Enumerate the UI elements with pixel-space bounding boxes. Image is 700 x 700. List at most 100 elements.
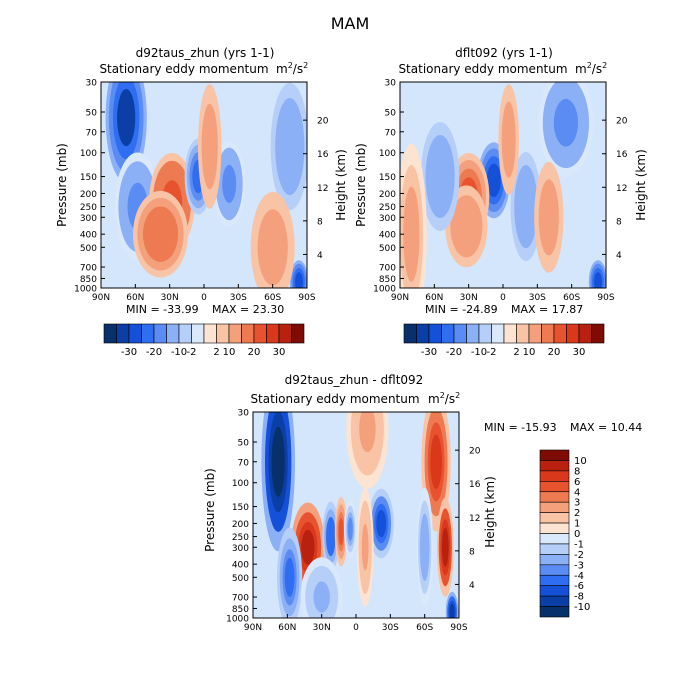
colorbar-swatch: [141, 323, 155, 344]
colorbar-swatch: [503, 323, 517, 344]
contour-blob: [279, 113, 300, 180]
colorbar-swatch: [539, 512, 570, 524]
contour-blob: [361, 523, 369, 571]
y-tick-label: 300: [80, 214, 97, 224]
units-sup2: 2: [303, 61, 308, 70]
colorbar-swatch: [539, 460, 570, 472]
colorbar-swatch: [539, 543, 570, 555]
colorbar-swatch: [278, 323, 292, 344]
contour-blob: [338, 518, 344, 546]
colorbar-swatch: [441, 323, 455, 344]
x-tick-label: 0: [353, 623, 359, 633]
y-tick-label: 250: [379, 203, 396, 213]
y2-tick-label: 12: [317, 184, 328, 194]
contour-blob: [327, 523, 335, 551]
colorbar-swatch: [539, 481, 570, 493]
colorbar-label: 3: [574, 498, 580, 509]
y-tick-label: 700: [379, 264, 396, 274]
x-tick-label: 90N: [391, 293, 409, 303]
x-tick-label: 0: [201, 293, 207, 303]
y2-tick-label: 20: [469, 447, 481, 457]
x-tick-label: 30S: [230, 293, 247, 303]
y-tick-label: 850: [379, 275, 396, 285]
colorbar-swatch: [216, 323, 230, 344]
colorbar-label: 0: [574, 529, 580, 540]
contour-blob: [455, 204, 478, 248]
contour-blob: [553, 98, 578, 147]
contour-field: [400, 82, 606, 288]
contour-blob: [486, 163, 501, 197]
colorbar-label: 30: [573, 347, 586, 358]
contour-blob: [313, 581, 330, 613]
y-tick-label: 250: [80, 203, 97, 213]
contour-blob: [442, 527, 449, 567]
colorbar-label: -4: [574, 571, 584, 582]
panel-title: d92taus_zhun (yrs 1-1): [136, 46, 275, 60]
panel-title: d92taus_zhun - dflt092: [285, 373, 424, 387]
y2-axis: 20 16 12 8 4: [303, 117, 329, 261]
colorbar-label: 20: [248, 347, 261, 358]
colorbar-label: 2: [574, 508, 580, 519]
colorbar-label: -10: [471, 347, 487, 358]
y-tick-label: 1000: [373, 285, 396, 295]
x-tick-label: 30N: [161, 293, 179, 303]
units-sup2: 2: [455, 391, 460, 400]
y-tick-label: 500: [80, 244, 97, 254]
colorbar-label: -3: [574, 560, 584, 571]
panel-subtitle: Stationary eddy momentum: [99, 62, 268, 76]
y-tick-label: 50: [238, 439, 250, 449]
contour-blob: [295, 272, 303, 288]
y2-tick-label: 4: [616, 251, 622, 261]
colorbar-label: 2: [213, 347, 219, 358]
colorbar-label: 20: [548, 347, 561, 358]
y-tick-label: 30: [238, 409, 250, 419]
colorbar-swatch: [253, 323, 267, 344]
y-tick-label: 400: [379, 231, 396, 241]
contour-blob: [257, 209, 288, 286]
units-sep: /s: [592, 62, 602, 76]
contour-blob: [421, 523, 428, 571]
y2-tick-label: 16: [616, 150, 628, 160]
x-tick-label: 90N: [92, 293, 110, 303]
colorbar-swatch: [516, 323, 530, 344]
contour-blob: [301, 529, 315, 565]
y-axis-label: Pressure (mb): [203, 468, 217, 552]
y2-tick-label: 8: [616, 217, 622, 227]
colorbar-label: -8: [574, 592, 584, 603]
colorbar-swatch: [539, 606, 570, 618]
y-tick-label: 150: [80, 173, 97, 183]
colorbar-swatch: [178, 323, 192, 344]
colorbar-swatch: [539, 501, 570, 513]
contour-blob: [449, 604, 455, 618]
colorbar-swatch: [491, 323, 505, 344]
colorbar-label: -20: [146, 347, 162, 358]
contour-blob: [359, 412, 376, 453]
colorbar-label: -6: [574, 581, 584, 592]
x-tick-label: 90S: [597, 293, 614, 303]
x-tick-label: 90N: [244, 623, 262, 633]
y-tick-label: 200: [232, 520, 249, 530]
colorbar-swatch: [241, 323, 255, 344]
x-tick-label: 90S: [450, 623, 467, 633]
colorbar-swatch: [578, 323, 592, 344]
y-axis-label: Pressure (mb): [55, 143, 69, 227]
colorbar-label: 1: [574, 519, 580, 530]
colorbar-swatch: [478, 323, 492, 344]
colorbar-swatch: [539, 470, 570, 482]
panel-top-left: d92taus_zhun (yrs 1-1) Stationary eddy m…: [55, 46, 348, 358]
colorbar-label: 10: [523, 347, 536, 358]
units-base: m: [276, 62, 288, 76]
contour-field: [261, 412, 459, 618]
y2-tick-label: 12: [616, 184, 627, 194]
colorbar-swatch: [191, 323, 205, 344]
contour-blob: [594, 272, 602, 288]
colorbar-swatch: [539, 595, 570, 607]
colorbar-label: -30: [421, 347, 437, 358]
colorbar-swatch: [203, 323, 217, 344]
colorbar: -30 -20 -10 -2 2 10 20 30: [103, 323, 305, 358]
y-tick-label: 250: [232, 533, 249, 543]
y-tick-label: 500: [232, 574, 249, 584]
contour-field: [105, 82, 307, 288]
x-tick-label: 0: [500, 293, 506, 303]
